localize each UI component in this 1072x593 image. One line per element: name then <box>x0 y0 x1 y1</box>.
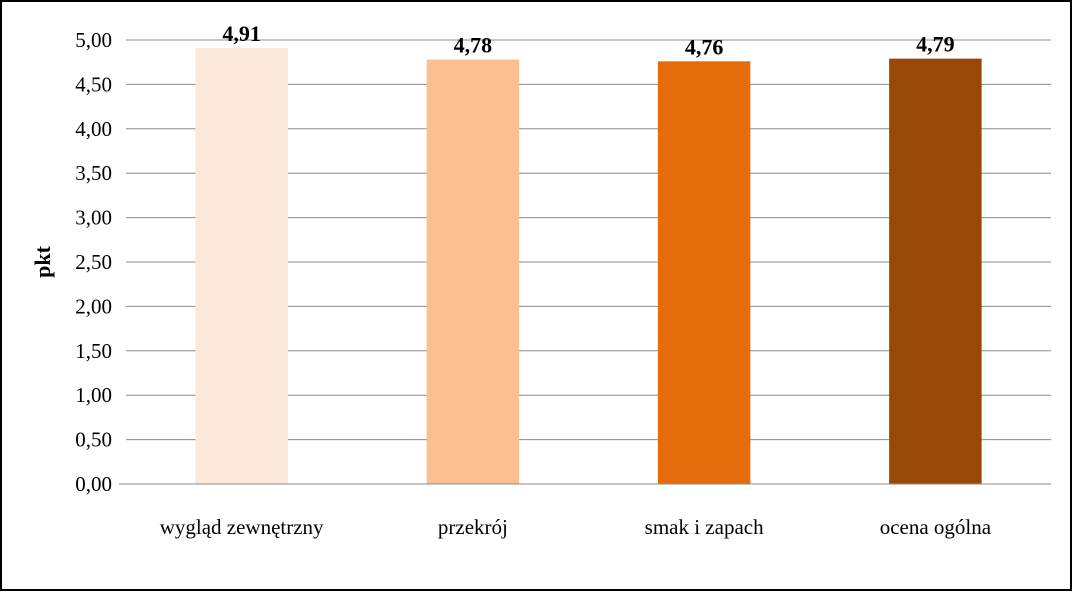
y-axis-title: pkt <box>30 245 55 277</box>
y-tick-label: 1,00 <box>75 383 112 407</box>
y-tick-label: 2,00 <box>75 294 112 318</box>
y-tick-label: 4,00 <box>75 117 112 141</box>
bar <box>195 47 288 484</box>
category-label: przekrój <box>438 515 508 539</box>
data-label: 4,91 <box>222 21 261 46</box>
y-tick-label: 5,00 <box>75 28 112 52</box>
category-labels: wygląd zewnętrzny przekrój smak i zapach oc… <box>160 515 992 539</box>
bar <box>426 59 520 484</box>
data-label: 4,76 <box>685 34 724 59</box>
data-labels: 4,91 4,78 4,76 4,79 <box>222 21 954 59</box>
bar <box>657 61 751 484</box>
y-tick-label: 0,00 <box>75 472 112 496</box>
y-tick-label: 1,50 <box>75 339 112 363</box>
data-label: 4,78 <box>454 33 493 58</box>
category-label: ocena ogólna <box>880 515 992 539</box>
y-tick-label: 0,50 <box>75 428 112 452</box>
y-tick-label: 4,50 <box>75 72 112 96</box>
category-label: smak i zapach <box>645 515 764 539</box>
data-label: 4,79 <box>916 32 955 57</box>
y-tick-label: 3,00 <box>75 206 112 230</box>
y-tick-label: 3,50 <box>75 161 112 185</box>
bar <box>889 58 982 484</box>
y-tick-label: 2,50 <box>75 250 112 274</box>
bars <box>195 47 982 484</box>
y-tick-labels: 0,00 0,50 1,00 1,50 2,00 2,50 3,00 3,50 4,00 4,50… <box>75 28 112 496</box>
category-label: wygląd zewnętrzny <box>160 515 324 539</box>
